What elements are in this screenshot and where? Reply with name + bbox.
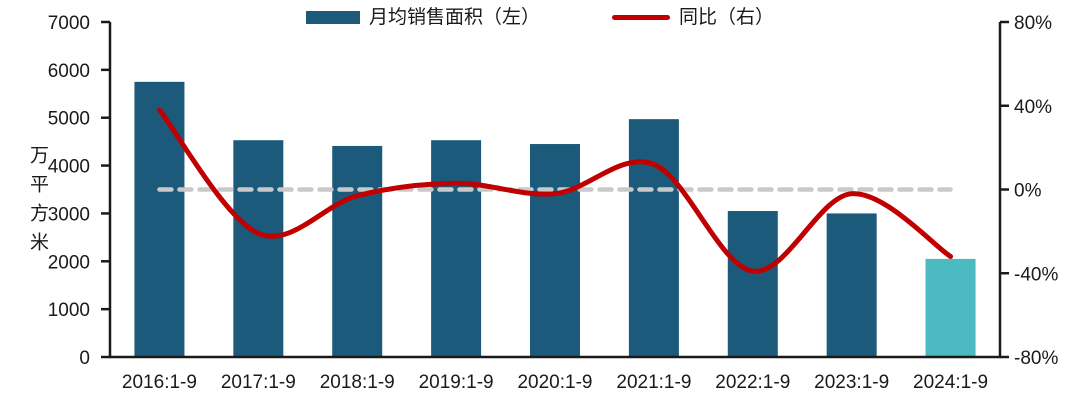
bar-2023:1-9 bbox=[826, 213, 877, 357]
left-axis-tick-label: 2000 bbox=[48, 252, 90, 273]
x-axis-label: 2024:1-9 bbox=[913, 372, 988, 393]
left-axis-tick-label: 5000 bbox=[48, 109, 90, 130]
line-series-swatch-icon bbox=[612, 14, 670, 20]
x-axis-label: 2021:1-9 bbox=[616, 372, 691, 393]
left-axis-tick-label: 3000 bbox=[48, 204, 90, 225]
right-axis-tick-label: -40% bbox=[1014, 264, 1058, 285]
bar-2017:1-9 bbox=[233, 140, 284, 357]
x-axis-label: 2023:1-9 bbox=[814, 372, 889, 393]
x-axis-label: 2019:1-9 bbox=[419, 372, 494, 393]
bar-2018:1-9 bbox=[332, 145, 383, 357]
legend-item-bar-series: 月均销售面积（左） bbox=[305, 6, 540, 28]
right-axis-tick-label: -80% bbox=[1014, 348, 1058, 369]
yoy-line bbox=[156, 107, 954, 274]
left-axis-tick-label: 7000 bbox=[48, 13, 90, 34]
x-axis-label: 2017:1-9 bbox=[221, 372, 296, 393]
x-axis-label: 2020:1-9 bbox=[517, 372, 592, 393]
bar-2021:1-9 bbox=[628, 119, 679, 358]
right-axis-tick-label: 80% bbox=[1014, 13, 1052, 34]
left-axis-tick-label: 4000 bbox=[48, 157, 90, 178]
right-axis-tick-label: 40% bbox=[1014, 97, 1052, 118]
left-axis-tick-label: 6000 bbox=[48, 61, 90, 82]
x-axis-label: 2016:1-9 bbox=[122, 372, 197, 393]
x-axis-label: 2022:1-9 bbox=[715, 372, 790, 393]
line-series-label: 同比（右） bbox=[679, 6, 775, 28]
bar-2020:1-9 bbox=[530, 144, 580, 357]
bar-series-label: 月均销售面积（左） bbox=[368, 6, 540, 28]
left-axis-tick-label: 1000 bbox=[48, 300, 90, 321]
right-axis-tick-label: 0% bbox=[1014, 181, 1042, 202]
bar-2016:1-9 bbox=[134, 81, 185, 358]
left-axis-tick-label: 0 bbox=[79, 348, 90, 369]
x-axis-label: 2018:1-9 bbox=[320, 372, 395, 393]
left-axis-title: 万平方米 bbox=[27, 145, 48, 261]
bar-2022:1-9 bbox=[727, 211, 778, 357]
chart-legend: 月均销售面积（左） 同比（右） bbox=[0, 2, 1080, 32]
bar-series-swatch-icon bbox=[305, 10, 360, 24]
bar-2024:1-9 bbox=[925, 258, 976, 357]
legend-item-line-series: 同比（右） bbox=[612, 8, 774, 27]
bar-2019:1-9 bbox=[431, 140, 482, 357]
